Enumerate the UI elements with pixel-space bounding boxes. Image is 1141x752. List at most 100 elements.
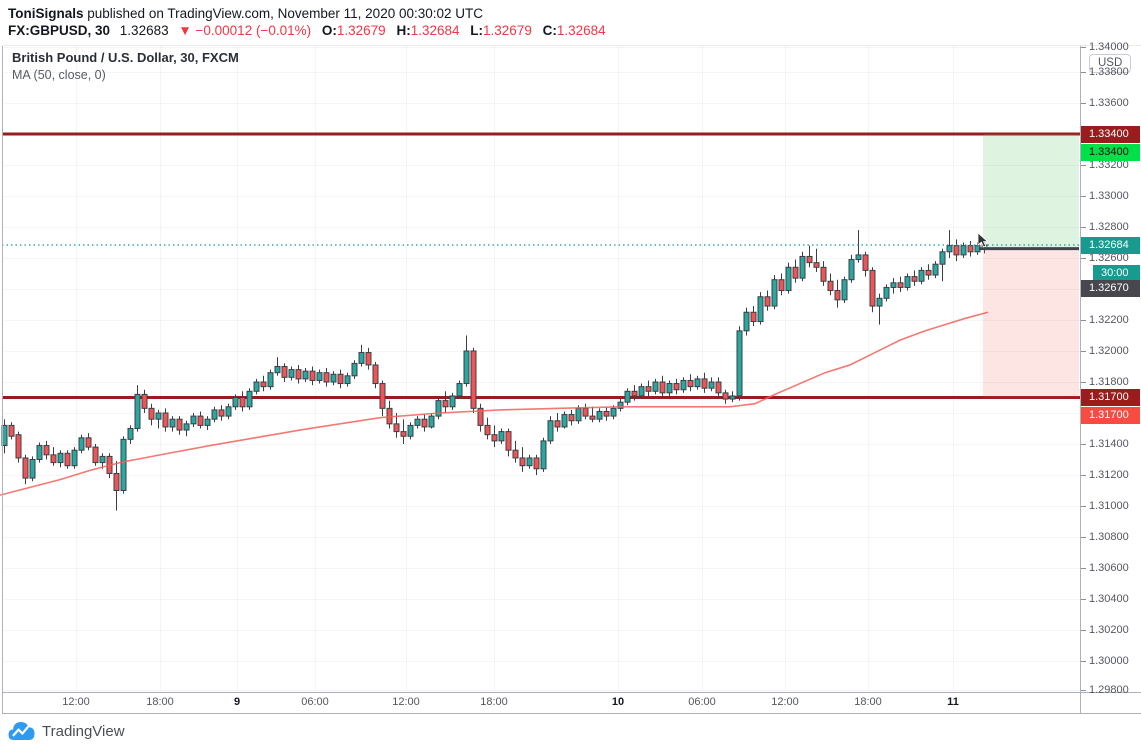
candle-body bbox=[57, 452, 64, 464]
candle bbox=[316, 369, 323, 384]
candle bbox=[659, 375, 666, 398]
candle-body bbox=[505, 431, 512, 451]
candle-body bbox=[211, 409, 218, 420]
candle-body bbox=[323, 372, 330, 383]
candle-body bbox=[911, 276, 918, 282]
candle-body bbox=[764, 296, 771, 307]
target-price-label[interactable]: 1.33400 bbox=[1081, 143, 1140, 161]
candle-body bbox=[708, 381, 715, 389]
candle-body bbox=[78, 437, 85, 451]
candle bbox=[309, 366, 316, 386]
support-price-label[interactable]: 1.31700 bbox=[1081, 388, 1140, 406]
candle-body bbox=[785, 266, 792, 292]
candle bbox=[267, 369, 274, 390]
price-axis[interactable]: USD 1.340001.338001.336001.334001.332001… bbox=[1081, 41, 1141, 713]
price-tick-label: 1.34000 bbox=[1089, 40, 1129, 53]
candle bbox=[813, 248, 820, 272]
candle bbox=[505, 428, 512, 457]
candle-body bbox=[547, 420, 554, 442]
candle-body bbox=[379, 383, 386, 409]
candle bbox=[883, 284, 890, 302]
candle-body bbox=[120, 438, 127, 492]
candle bbox=[337, 369, 344, 389]
candle-body bbox=[470, 350, 477, 409]
price-tick-label: 1.30600 bbox=[1089, 561, 1129, 574]
symbol-name[interactable]: FX:GBPUSD, 30 bbox=[8, 23, 111, 38]
candle-body bbox=[99, 455, 106, 464]
candle-body bbox=[274, 366, 281, 374]
candle-body bbox=[190, 415, 197, 425]
time-tick-label: 18:00 bbox=[480, 696, 508, 708]
candle bbox=[386, 400, 393, 429]
candle bbox=[848, 254, 855, 283]
candle bbox=[855, 230, 862, 263]
time-axis[interactable]: 12:00 18:00 9 06:00 12:00 18:00 10 06:00 12:00 18… bbox=[2, 693, 1080, 713]
candle-body bbox=[834, 290, 841, 301]
last-price-value: 1.32683 bbox=[119, 23, 169, 38]
candle bbox=[841, 276, 848, 303]
candle bbox=[666, 380, 673, 396]
candle bbox=[771, 275, 778, 310]
candle bbox=[400, 419, 407, 444]
candle-body bbox=[589, 415, 596, 420]
tradingview-logo[interactable]: TradingView bbox=[8, 721, 125, 741]
candle-body bbox=[715, 381, 722, 394]
candle-body bbox=[652, 381, 659, 392]
candle-body bbox=[512, 449, 519, 459]
last-price-label[interactable]: 1.32684 bbox=[1081, 236, 1140, 254]
candle bbox=[218, 405, 225, 421]
bar-countdown-label[interactable]: 30:00 bbox=[1093, 264, 1140, 282]
entry-price-label[interactable]: 1.32670 bbox=[1081, 279, 1140, 297]
currency-unit-button[interactable]: USD bbox=[1089, 54, 1132, 73]
price-tick-label: 1.33600 bbox=[1089, 96, 1129, 109]
price-tick-label: 1.30200 bbox=[1089, 623, 1129, 636]
candle bbox=[736, 326, 743, 401]
candle-body bbox=[92, 446, 99, 464]
candle bbox=[757, 292, 764, 325]
candle-body bbox=[561, 414, 568, 428]
profit-zone[interactable] bbox=[983, 134, 1079, 248]
candle bbox=[281, 363, 288, 382]
candle bbox=[764, 290, 771, 311]
candle-body bbox=[540, 440, 547, 470]
candle-body bbox=[50, 454, 57, 464]
loss-zone[interactable] bbox=[983, 247, 1079, 398]
candle bbox=[477, 403, 484, 432]
candle bbox=[624, 388, 631, 406]
candle-body bbox=[575, 407, 582, 422]
candle-body bbox=[624, 390, 631, 403]
candle bbox=[141, 389, 148, 413]
candle-body bbox=[29, 459, 36, 479]
candle bbox=[498, 428, 505, 444]
candle bbox=[491, 425, 498, 448]
candle bbox=[435, 397, 442, 420]
resistance-price-label[interactable]: 1.33400 bbox=[1081, 125, 1140, 143]
candle-body bbox=[519, 457, 526, 467]
candle bbox=[673, 378, 680, 395]
candle bbox=[568, 409, 575, 426]
candle bbox=[421, 414, 428, 432]
candle bbox=[561, 411, 568, 429]
indicator-legend[interactable]: MA (50, close, 0) bbox=[12, 68, 106, 82]
stop-price-label[interactable]: 1.31700 bbox=[1081, 406, 1140, 424]
candle-body bbox=[638, 386, 645, 397]
candle bbox=[372, 361, 379, 389]
ma50-line[interactable] bbox=[0, 311, 989, 496]
candle bbox=[792, 259, 799, 283]
low-value: L:1.32679 bbox=[470, 23, 532, 38]
candle bbox=[967, 240, 974, 257]
candle bbox=[743, 307, 750, 336]
candle bbox=[365, 347, 372, 370]
time-tick-label: 12:00 bbox=[771, 696, 799, 708]
price-tick-label: 1.32800 bbox=[1089, 220, 1129, 233]
candle-body bbox=[463, 350, 470, 385]
candle-body bbox=[890, 282, 897, 288]
candle bbox=[911, 270, 918, 286]
candle-body bbox=[701, 378, 708, 389]
candle bbox=[29, 456, 36, 482]
candle bbox=[603, 406, 610, 421]
candle-body bbox=[141, 393, 148, 409]
candle-body bbox=[400, 431, 407, 437]
chart-title[interactable]: British Pound / U.S. Dollar, 30, FXCM bbox=[12, 50, 239, 65]
